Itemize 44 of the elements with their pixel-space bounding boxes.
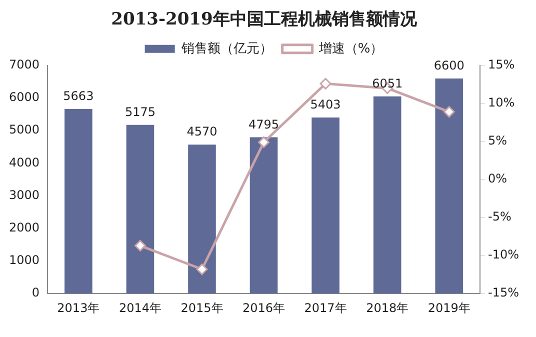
bar: [312, 117, 340, 294]
bar: [373, 96, 402, 294]
data-label: 6600: [434, 58, 464, 73]
x-tick-label: 2017年: [304, 300, 347, 315]
point: [134, 240, 146, 252]
legend-label: 销售额（亿元）: [180, 41, 272, 56]
y2-tick-label: 0%: [488, 172, 508, 186]
chart-title: 2013-2019年中国工程机械销售额情况: [111, 10, 418, 30]
point: [320, 78, 332, 90]
y-tick-label: 5000: [8, 122, 40, 137]
x-tick-label: 2014年: [118, 300, 162, 315]
y-tick-label: 4000: [8, 155, 40, 170]
y2-tick-label: 5%: [488, 134, 508, 148]
bar: [435, 78, 464, 294]
x-tick-label: 2016年: [242, 300, 286, 315]
y2-tick-label: -5%: [488, 210, 512, 224]
point: [196, 264, 208, 276]
x-tick-label: 2019年: [428, 300, 470, 315]
y-tick-label: 1000: [8, 253, 40, 268]
data-label: 4570: [186, 124, 218, 139]
y2-tick-label: -15%: [488, 286, 520, 300]
bar: [188, 144, 216, 294]
y2-tick-label: -10%: [488, 248, 520, 262]
data-label: 5175: [124, 105, 156, 120]
x-tick-label: 2013年: [57, 300, 100, 315]
y-tick-label: 0: [32, 286, 40, 300]
point: [443, 106, 455, 118]
point: [258, 136, 270, 148]
data-label: 5663: [63, 89, 94, 104]
bar: [64, 108, 92, 294]
legend-label: 增速（%）: [318, 41, 384, 56]
x-tick-label: 2015年: [180, 300, 224, 315]
x-tick-label: 2018年: [366, 300, 409, 315]
y2-tick-label: 15%: [488, 58, 515, 72]
bar: [250, 137, 278, 294]
y-tick-label: 6000: [8, 90, 40, 104]
y-tick-label: 3000: [8, 188, 40, 202]
data-label: 6051: [372, 76, 403, 90]
y-tick-label: 7000: [8, 58, 40, 72]
bar: [126, 124, 154, 294]
y-tick-label: 2000: [8, 220, 40, 235]
data-label: 4795: [248, 117, 280, 132]
data-label: 5403: [310, 98, 341, 112]
y2-tick-label: 10%: [488, 96, 515, 110]
